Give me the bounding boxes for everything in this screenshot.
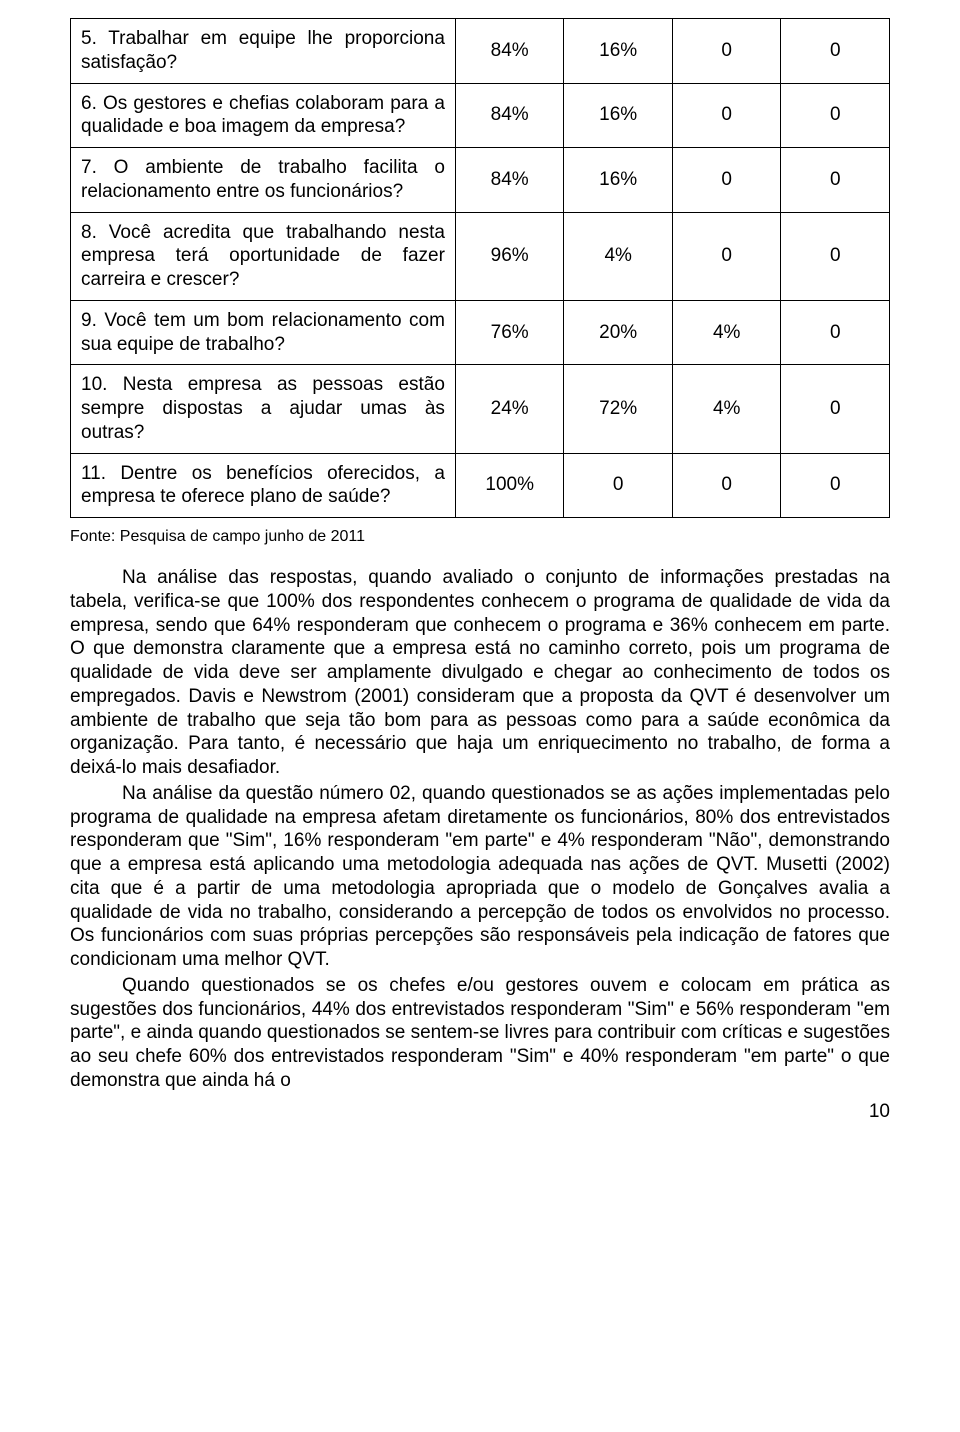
page-number: 10 (70, 1101, 890, 1123)
value-cell: 0 (781, 148, 890, 213)
value-cell: 0 (672, 19, 781, 84)
table-row: 8. Você acredita que trabalhando nesta e… (71, 212, 890, 300)
table-row: 9. Você tem um bom relacionamento com su… (71, 300, 890, 365)
value-cell: 0 (781, 212, 890, 300)
paragraph: Quando questionados se os chefes e/ou ge… (70, 974, 890, 1093)
survey-table: 5. Trabalhar em equipe lhe proporciona s… (70, 18, 890, 518)
value-cell: 100% (455, 453, 564, 518)
value-cell: 16% (564, 19, 673, 84)
table-row: 5. Trabalhar em equipe lhe proporciona s… (71, 19, 890, 84)
value-cell: 84% (455, 148, 564, 213)
value-cell: 72% (564, 365, 673, 453)
question-cell: 6. Os gestores e chefias colaboram para … (71, 83, 456, 148)
value-cell: 24% (455, 365, 564, 453)
body-text: Na análise das respostas, quando avaliad… (70, 566, 890, 1093)
value-cell: 16% (564, 83, 673, 148)
paragraph: Na análise da questão número 02, quando … (70, 782, 890, 972)
value-cell: 0 (564, 453, 673, 518)
question-cell: 5. Trabalhar em equipe lhe proporciona s… (71, 19, 456, 84)
value-cell: 4% (564, 212, 673, 300)
value-cell: 4% (672, 365, 781, 453)
value-cell: 0 (672, 212, 781, 300)
value-cell: 0 (672, 148, 781, 213)
survey-table-body: 5. Trabalhar em equipe lhe proporciona s… (71, 19, 890, 518)
table-row: 6. Os gestores e chefias colaboram para … (71, 83, 890, 148)
value-cell: 84% (455, 19, 564, 84)
value-cell: 4% (672, 300, 781, 365)
value-cell: 0 (672, 453, 781, 518)
value-cell: 20% (564, 300, 673, 365)
value-cell: 0 (672, 83, 781, 148)
table-row: 7. O ambiente de trabalho facilita o rel… (71, 148, 890, 213)
value-cell: 96% (455, 212, 564, 300)
value-cell: 84% (455, 83, 564, 148)
table-row: 11. Dentre os benefícios oferecidos, a e… (71, 453, 890, 518)
value-cell: 76% (455, 300, 564, 365)
question-cell: 11. Dentre os benefícios oferecidos, a e… (71, 453, 456, 518)
table-row: 10. Nesta empresa as pessoas estão sempr… (71, 365, 890, 453)
question-cell: 9. Você tem um bom relacionamento com su… (71, 300, 456, 365)
question-cell: 10. Nesta empresa as pessoas estão sempr… (71, 365, 456, 453)
value-cell: 0 (781, 300, 890, 365)
question-cell: 7. O ambiente de trabalho facilita o rel… (71, 148, 456, 213)
value-cell: 0 (781, 365, 890, 453)
value-cell: 16% (564, 148, 673, 213)
value-cell: 0 (781, 453, 890, 518)
value-cell: 0 (781, 19, 890, 84)
document-page: 5. Trabalhar em equipe lhe proporciona s… (0, 0, 960, 1163)
value-cell: 0 (781, 83, 890, 148)
paragraph: Na análise das respostas, quando avaliad… (70, 566, 890, 780)
source-caption: Fonte: Pesquisa de campo junho de 2011 (70, 528, 890, 546)
question-cell: 8. Você acredita que trabalhando nesta e… (71, 212, 456, 300)
